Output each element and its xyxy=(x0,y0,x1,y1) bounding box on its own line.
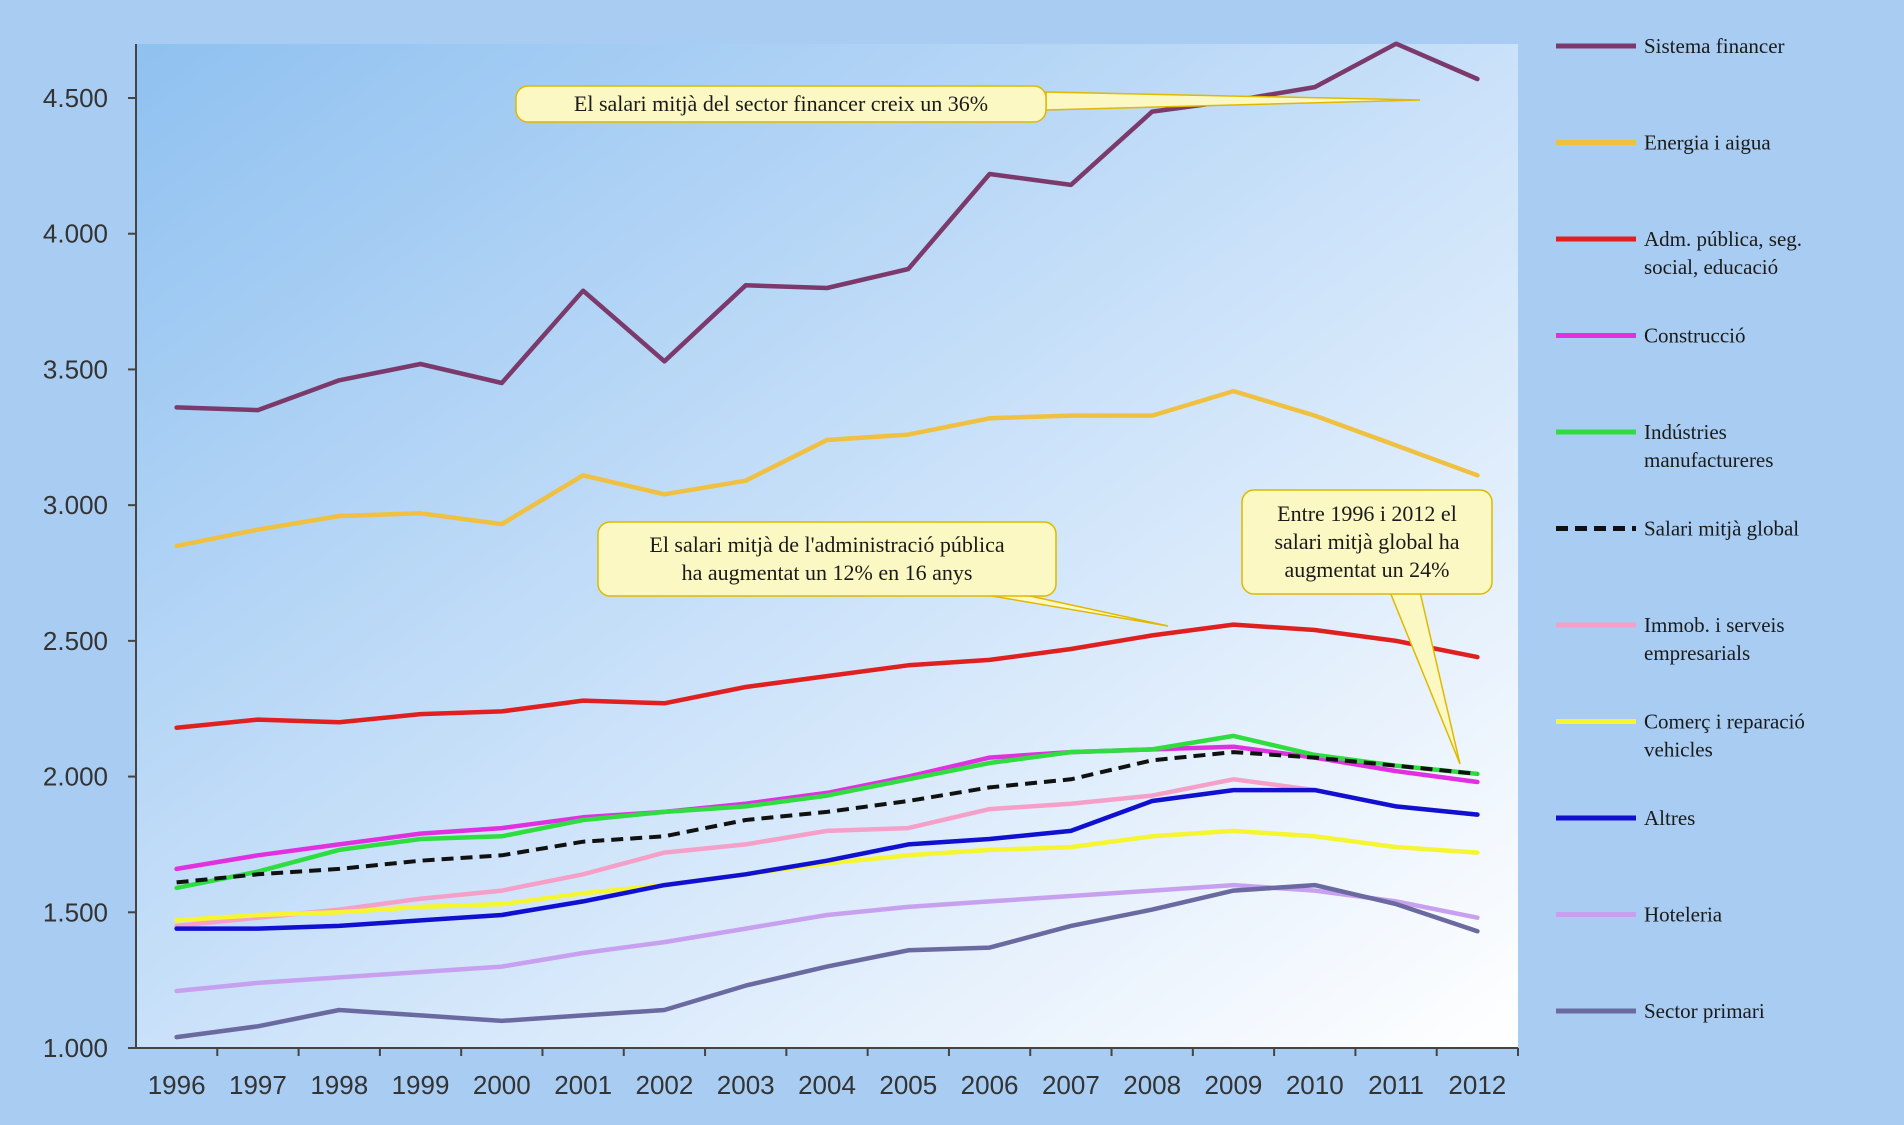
callout-box xyxy=(1241,489,1493,595)
x-tick-label: 2004 xyxy=(798,1070,856,1100)
legend-item-5: Salari mitjà global xyxy=(1556,517,1799,541)
legend-item-10: Sector primari xyxy=(1556,999,1765,1023)
y-tick-label: 2.000 xyxy=(43,762,108,792)
series-line-3 xyxy=(174,744,1480,872)
legend-item-7: Comerç i reparació vehicles xyxy=(1556,710,1805,762)
x-tick-label: 1999 xyxy=(392,1070,450,1100)
legend-label: social, educació xyxy=(1644,255,1778,279)
legend-label: Energia i aigua xyxy=(1644,131,1771,155)
x-tick-label: 2009 xyxy=(1205,1070,1263,1100)
x-tick-label: 2012 xyxy=(1448,1070,1506,1100)
annotation-text: salari mitjà global ha xyxy=(1274,529,1459,554)
annotation-administracio: El salari mitjà de l'administració públi… xyxy=(597,521,1169,627)
y-tick-label: 1.500 xyxy=(43,897,108,927)
legend-label: Altres xyxy=(1644,806,1695,830)
x-tick-label: 2000 xyxy=(473,1070,531,1100)
x-tick-label: 1997 xyxy=(229,1070,287,1100)
series-line-5 xyxy=(176,750,1478,885)
legend-label: Comerç i reparació xyxy=(1644,710,1805,734)
y-tick-label: 4.000 xyxy=(43,219,108,249)
y-tick-label: 1.000 xyxy=(43,1033,108,1063)
legend-item-1: Energia i aigua xyxy=(1556,131,1771,155)
annotation-text: Entre 1996 i 2012 el xyxy=(1277,501,1457,526)
legend-item-6: Immob. i serveis empresarials xyxy=(1556,613,1785,665)
annotation-financer: El salari mitjà del sector financer crei… xyxy=(515,85,1421,123)
x-tick-label: 1998 xyxy=(310,1070,368,1100)
x-tick-label: 1996 xyxy=(148,1070,206,1100)
legend-label: Sector primari xyxy=(1644,999,1765,1023)
legend-label: empresarials xyxy=(1644,641,1750,665)
legend-label: Sistema financer xyxy=(1644,34,1785,58)
x-tick-label: 2002 xyxy=(635,1070,693,1100)
x-tick-label: 2007 xyxy=(1042,1070,1100,1100)
x-tick-label: 2008 xyxy=(1123,1070,1181,1100)
callout-box xyxy=(515,85,1047,123)
legend-label: Salari mitjà global xyxy=(1644,517,1799,541)
x-tick-label: 2011 xyxy=(1368,1070,1424,1100)
series-line-2 xyxy=(174,622,1480,730)
annotation-text: ha augmentat un 12% en 16 anys xyxy=(682,560,973,585)
x-tick-label: 2003 xyxy=(717,1070,775,1100)
legend-item-0: Sistema financer xyxy=(1556,34,1785,58)
x-tick-label: 2006 xyxy=(961,1070,1019,1100)
legend-item-8: Altres xyxy=(1556,806,1695,830)
y-tick-label: 4.500 xyxy=(43,83,108,113)
legend-item-4: Indústries manufactureres xyxy=(1556,420,1773,472)
legend-label: Hoteleria xyxy=(1644,903,1723,927)
legend-label: Construcció xyxy=(1644,324,1745,348)
y-tick-label: 2.500 xyxy=(43,626,108,656)
legend-item-3: Construcció xyxy=(1556,324,1745,348)
series-line-7 xyxy=(174,828,1480,923)
series-line-8 xyxy=(174,787,1480,931)
legend-item-2: Adm. pública, seg. social, educació xyxy=(1556,227,1802,279)
callout-box xyxy=(597,521,1057,597)
legend-item-9: Hoteleria xyxy=(1556,903,1723,927)
series-line-1 xyxy=(174,388,1480,549)
annotation-text: augmentat un 24% xyxy=(1285,557,1450,582)
legend-label: manufactureres xyxy=(1644,448,1773,472)
annotation-global: Entre 1996 i 2012 el salari mitjà global … xyxy=(1241,489,1493,765)
legend-label: Immob. i serveis xyxy=(1644,613,1785,637)
series-line-10 xyxy=(174,882,1480,1040)
x-tick-label: 2001 xyxy=(554,1070,612,1100)
x-tick-label: 2010 xyxy=(1286,1070,1344,1100)
x-tick-label: 2005 xyxy=(879,1070,937,1100)
legend-label: Adm. pública, seg. xyxy=(1644,227,1802,251)
annotation-text: El salari mitjà del sector financer crei… xyxy=(574,91,988,116)
series-line-6 xyxy=(174,777,1480,929)
series-line-4 xyxy=(174,733,1480,891)
y-tick-label: 3.500 xyxy=(43,354,108,384)
legend-label: Indústries xyxy=(1644,420,1727,444)
legend-label: vehicles xyxy=(1644,738,1713,762)
annotation-text: El salari mitjà de l'administració públi… xyxy=(649,532,1004,557)
y-tick-label: 3.000 xyxy=(43,490,108,520)
